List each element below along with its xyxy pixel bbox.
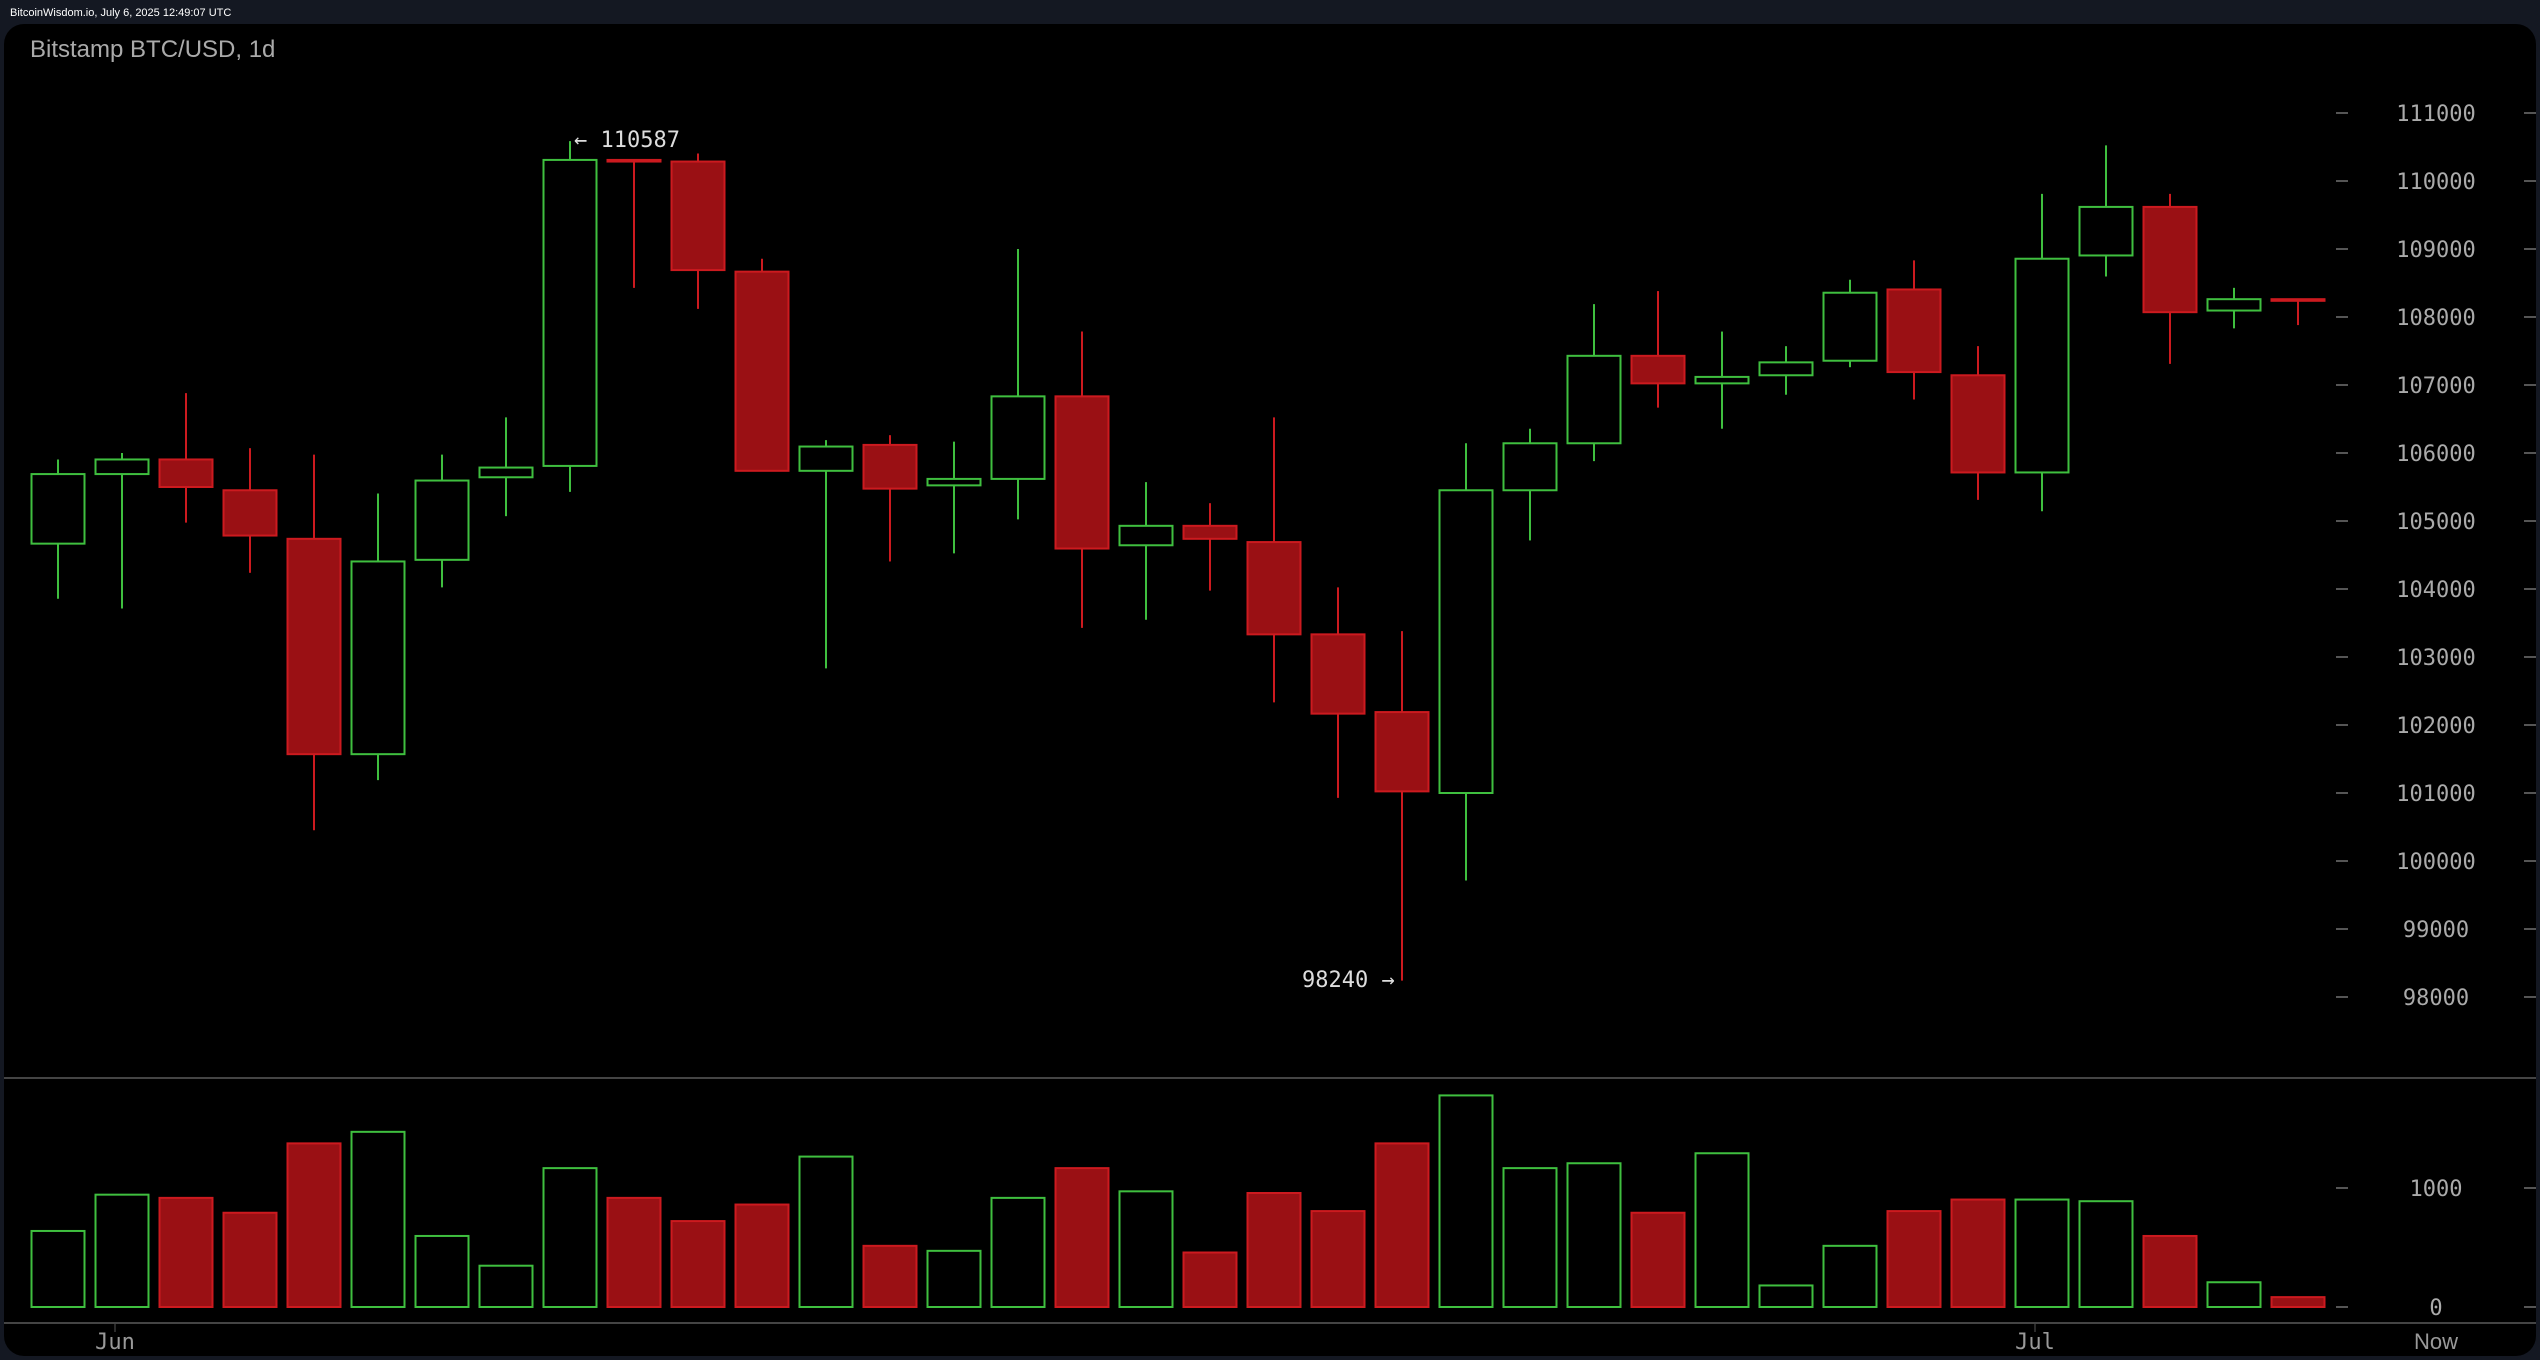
candle-body[interactable] xyxy=(926,477,982,487)
candle-body[interactable] xyxy=(542,158,598,467)
candle-body[interactable] xyxy=(222,489,278,537)
chart-panel: Bitstamp BTC/USD, 1d 98000 99000 100000 101… xyxy=(4,24,2536,1356)
volume-bar[interactable] xyxy=(30,1229,86,1308)
y-tick-label: 104000 xyxy=(2396,578,2475,603)
now-label: Now xyxy=(2414,1329,2458,1354)
y-tick-label: 107000 xyxy=(2396,374,2475,399)
volume-bar[interactable] xyxy=(1374,1142,1430,1308)
volume-bar[interactable] xyxy=(414,1234,470,1309)
volume-bar[interactable] xyxy=(2206,1281,2262,1309)
volume-bar[interactable] xyxy=(798,1155,854,1308)
volume-bar[interactable] xyxy=(2014,1198,2070,1308)
candle-body[interactable] xyxy=(1758,361,1814,377)
candle-body[interactable] xyxy=(1694,375,1750,385)
candle-body[interactable] xyxy=(478,466,534,479)
candle-body[interactable] xyxy=(2078,205,2134,257)
candle-body[interactable] xyxy=(2206,298,2262,312)
low-annotation: 98240 → xyxy=(1302,968,1395,993)
volume-bar[interactable] xyxy=(1758,1284,1814,1309)
y-tick-label: 106000 xyxy=(2396,442,2475,467)
candle-body[interactable] xyxy=(734,270,790,472)
y-tick-label: 103000 xyxy=(2396,646,2475,671)
candle-body[interactable] xyxy=(350,560,406,756)
volume-bar[interactable] xyxy=(734,1203,790,1309)
y-tick-label: 109000 xyxy=(2396,238,2475,263)
high-annotation: ← 110587 xyxy=(574,128,680,153)
candle-body[interactable] xyxy=(798,445,854,472)
candle-body[interactable] xyxy=(2270,298,2326,302)
volume-bar[interactable] xyxy=(1310,1210,1366,1309)
volume-bar[interactable] xyxy=(1438,1094,1494,1308)
candle-body[interactable] xyxy=(1630,354,1686,385)
chart-title: Bitstamp BTC/USD, 1d xyxy=(30,36,276,63)
volume-bar[interactable] xyxy=(606,1196,662,1308)
volume-bar[interactable] xyxy=(2270,1296,2326,1309)
volume-bar[interactable] xyxy=(1630,1211,1686,1308)
volume-bar[interactable] xyxy=(1182,1251,1238,1309)
y-tick-label: 98000 xyxy=(2403,986,2469,1011)
y-tick-label: 110000 xyxy=(2396,170,2475,195)
candle-body[interactable] xyxy=(1310,633,1366,715)
volume-bar[interactable] xyxy=(222,1211,278,1308)
volume-bar[interactable] xyxy=(1566,1162,1622,1309)
volume-bar[interactable] xyxy=(1502,1167,1558,1308)
candle-body[interactable] xyxy=(1438,489,1494,794)
candle-body[interactable] xyxy=(1182,524,1238,540)
candle-body[interactable] xyxy=(1374,711,1430,793)
y-tick-label: 100000 xyxy=(2396,850,2475,875)
candle-body[interactable] xyxy=(990,395,1046,480)
candle-body[interactable] xyxy=(414,479,470,561)
volume-bar[interactable] xyxy=(350,1130,406,1309)
volume-bar[interactable] xyxy=(862,1244,918,1308)
y-tick-label: 105000 xyxy=(2396,510,2475,535)
candle-body[interactable] xyxy=(1886,288,1942,374)
candle-body[interactable] xyxy=(670,160,726,272)
volume-bar[interactable] xyxy=(990,1196,1046,1308)
candle-body[interactable] xyxy=(94,458,150,476)
candle-body[interactable] xyxy=(158,458,214,488)
candle-body[interactable] xyxy=(1822,291,1878,362)
candle-body[interactable] xyxy=(1950,374,2006,474)
volume-bar[interactable] xyxy=(1822,1244,1878,1308)
volume-bar[interactable] xyxy=(1246,1191,1302,1309)
candle-body[interactable] xyxy=(2014,257,2070,474)
y-tick-label: 102000 xyxy=(2396,714,2475,739)
volume-bar[interactable] xyxy=(1950,1198,2006,1308)
candle-body[interactable] xyxy=(606,158,662,163)
y-tick-label: 101000 xyxy=(2396,782,2475,807)
volume-tick-label: 1000 xyxy=(2410,1177,2463,1202)
candle-body[interactable] xyxy=(1054,395,1110,550)
y-tick-label: 99000 xyxy=(2403,918,2469,943)
volume-bar[interactable] xyxy=(926,1249,982,1309)
candle-body[interactable] xyxy=(862,443,918,490)
source-timestamp: BitcoinWisdom.io, July 6, 2025 12:49:07 … xyxy=(10,7,232,19)
candle-body[interactable] xyxy=(2142,205,2198,314)
volume-bar[interactable] xyxy=(1054,1167,1110,1308)
volume-tick-label: 0 xyxy=(2429,1296,2442,1321)
volume-bar[interactable] xyxy=(158,1196,214,1308)
candle-body[interactable] xyxy=(1502,442,1558,492)
x-tick-label: Jul xyxy=(2015,1330,2055,1355)
volume-bar[interactable] xyxy=(2142,1234,2198,1309)
volume-bar[interactable] xyxy=(1694,1152,1750,1308)
y-tick-label: 108000 xyxy=(2396,306,2475,331)
candle-body[interactable] xyxy=(1118,524,1174,547)
volume-bar[interactable] xyxy=(94,1193,150,1308)
volume-bar[interactable] xyxy=(1118,1190,1174,1309)
candle-body[interactable] xyxy=(1246,541,1302,636)
volume-bar[interactable] xyxy=(542,1167,598,1308)
candlestick-chart[interactable]: 98000 99000 100000 101000 102000 103000 104000… xyxy=(4,24,2536,1356)
y-tick-label: 111000 xyxy=(2396,102,2475,127)
volume-bar[interactable] xyxy=(1886,1210,1942,1309)
candle-body[interactable] xyxy=(286,537,342,756)
x-tick-label: Jun xyxy=(95,1330,135,1355)
volume-bar[interactable] xyxy=(2078,1200,2134,1308)
volume-bar[interactable] xyxy=(286,1142,342,1308)
candle-body[interactable] xyxy=(30,473,86,545)
candle-body[interactable] xyxy=(1566,354,1622,445)
volume-bar[interactable] xyxy=(670,1220,726,1309)
volume-bar[interactable] xyxy=(478,1264,534,1309)
